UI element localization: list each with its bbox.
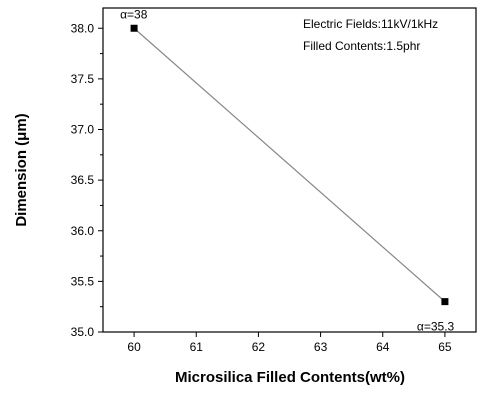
y-tick-label: 37.0 <box>71 123 95 137</box>
annotation-electric-fields: Electric Fields:11kV/1kHz <box>303 17 438 31</box>
y-tick-label: 35.5 <box>71 274 95 288</box>
x-axis-label: Microsilica Filled Contents(wt%) <box>175 369 405 386</box>
data-label: α=35.3 <box>417 320 455 334</box>
series-layer <box>130 24 449 306</box>
y-tick-label: 38.0 <box>71 21 95 35</box>
x-tick-label: 62 <box>252 340 266 354</box>
data-point-marker <box>441 298 449 306</box>
x-tick-label: 60 <box>127 340 141 354</box>
y-tick-label: 36.5 <box>71 173 95 187</box>
series-line <box>133 27 446 303</box>
x-tick-label: 65 <box>438 340 452 354</box>
annotation-filled-contents: Filled Contents:1.5phr <box>303 39 420 53</box>
y-axis-label: Dimension (μm) <box>13 113 30 226</box>
data-point-marker <box>130 24 138 32</box>
y-tick-label: 37.5 <box>71 72 95 86</box>
y-axis-ticks: 35.0 35.5 36.0 36.5 37.0 37.5 38.0 <box>71 21 103 339</box>
x-tick-label: 61 <box>190 340 204 354</box>
plot-frame <box>102 7 477 333</box>
data-label-layer: α=38 α=35.3 <box>120 7 454 333</box>
x-tick-label: 63 <box>314 340 328 354</box>
x-axis-ticks: 60 61 62 63 64 65 <box>127 332 452 354</box>
y-tick-label: 35.0 <box>71 325 95 339</box>
y-tick-label: 36.0 <box>71 224 95 238</box>
data-label: α=38 <box>120 7 148 21</box>
x-tick-label: 64 <box>376 340 390 354</box>
